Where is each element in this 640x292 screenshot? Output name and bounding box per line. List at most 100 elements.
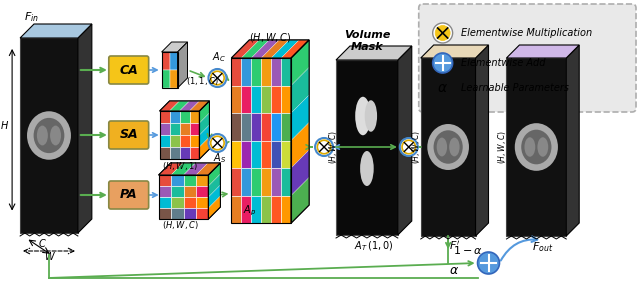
Polygon shape — [281, 196, 291, 223]
Polygon shape — [261, 196, 271, 223]
Circle shape — [400, 138, 418, 156]
Polygon shape — [20, 24, 92, 38]
Ellipse shape — [355, 97, 371, 135]
Polygon shape — [159, 208, 171, 219]
Polygon shape — [271, 58, 281, 86]
Polygon shape — [171, 186, 184, 197]
Polygon shape — [252, 196, 261, 223]
Text: $A_T\,(1,0)$: $A_T\,(1,0)$ — [354, 239, 394, 253]
Polygon shape — [189, 135, 200, 147]
Polygon shape — [180, 147, 189, 159]
Polygon shape — [420, 58, 476, 236]
Circle shape — [315, 138, 333, 156]
Polygon shape — [180, 135, 189, 147]
Polygon shape — [170, 52, 177, 70]
Polygon shape — [184, 186, 196, 197]
Text: H: H — [1, 121, 8, 131]
Polygon shape — [281, 58, 291, 86]
Text: Mask: Mask — [351, 42, 383, 52]
Ellipse shape — [515, 123, 558, 171]
Polygon shape — [261, 86, 271, 113]
Polygon shape — [398, 46, 412, 235]
Polygon shape — [271, 113, 281, 140]
Polygon shape — [232, 86, 241, 113]
Polygon shape — [506, 45, 579, 58]
Ellipse shape — [449, 138, 460, 157]
Polygon shape — [252, 168, 261, 196]
Polygon shape — [200, 125, 209, 147]
Polygon shape — [241, 113, 252, 140]
Polygon shape — [171, 208, 184, 219]
Polygon shape — [232, 40, 259, 58]
Polygon shape — [159, 147, 170, 159]
Polygon shape — [189, 123, 200, 135]
Polygon shape — [252, 58, 261, 86]
Polygon shape — [281, 86, 291, 113]
Polygon shape — [281, 40, 309, 58]
Polygon shape — [252, 40, 279, 58]
Polygon shape — [171, 175, 184, 186]
Polygon shape — [281, 168, 291, 196]
Polygon shape — [241, 58, 252, 86]
Polygon shape — [170, 111, 180, 123]
Polygon shape — [261, 40, 289, 58]
Circle shape — [209, 134, 227, 152]
Polygon shape — [189, 111, 200, 123]
Polygon shape — [336, 46, 412, 60]
Text: $A_p$: $A_p$ — [243, 204, 256, 218]
Polygon shape — [281, 113, 291, 140]
Polygon shape — [241, 168, 252, 196]
Text: $(H,W,C)$: $(H,W,C)$ — [162, 219, 198, 231]
FancyBboxPatch shape — [109, 181, 148, 209]
Polygon shape — [336, 60, 398, 235]
Text: $(H,W,C)$: $(H,W,C)$ — [495, 130, 508, 164]
Polygon shape — [159, 175, 171, 186]
Polygon shape — [241, 140, 252, 168]
Ellipse shape — [538, 137, 548, 157]
Polygon shape — [252, 86, 261, 113]
Polygon shape — [291, 150, 309, 196]
Polygon shape — [170, 123, 180, 135]
FancyBboxPatch shape — [419, 4, 636, 112]
Polygon shape — [180, 111, 189, 123]
Text: $(H,W,1)$: $(H,W,1)$ — [162, 160, 198, 172]
Polygon shape — [184, 208, 196, 219]
Polygon shape — [252, 140, 261, 168]
Ellipse shape — [50, 126, 61, 145]
Polygon shape — [196, 175, 209, 186]
Polygon shape — [159, 101, 180, 111]
Polygon shape — [261, 58, 271, 86]
FancyBboxPatch shape — [109, 121, 148, 149]
Polygon shape — [241, 196, 252, 223]
Text: $F'$: $F'$ — [449, 239, 460, 252]
Polygon shape — [189, 101, 209, 111]
Text: $A_S$: $A_S$ — [212, 151, 226, 165]
Ellipse shape — [433, 130, 463, 164]
Text: $F_{out}$: $F_{out}$ — [532, 240, 553, 254]
Text: $A_C$: $A_C$ — [212, 50, 227, 64]
Polygon shape — [177, 42, 188, 88]
Polygon shape — [209, 163, 220, 219]
Text: CA: CA — [119, 63, 138, 77]
Ellipse shape — [27, 111, 71, 160]
Circle shape — [477, 252, 499, 274]
Text: SA: SA — [120, 128, 138, 142]
Polygon shape — [506, 58, 566, 236]
Text: $\alpha$: $\alpha$ — [437, 81, 448, 95]
Polygon shape — [159, 163, 183, 175]
Polygon shape — [78, 24, 92, 233]
Polygon shape — [159, 135, 170, 147]
Circle shape — [435, 25, 450, 41]
Polygon shape — [159, 197, 171, 208]
Polygon shape — [476, 45, 488, 236]
Text: $(H,W,C)$: $(H,W,C)$ — [327, 131, 339, 164]
Polygon shape — [420, 45, 488, 58]
Polygon shape — [184, 197, 196, 208]
Ellipse shape — [428, 124, 469, 170]
Polygon shape — [159, 123, 170, 135]
Polygon shape — [291, 178, 309, 223]
Text: $(H,W,C)$: $(H,W,C)$ — [249, 30, 291, 44]
Polygon shape — [271, 140, 281, 168]
Polygon shape — [200, 101, 209, 123]
Polygon shape — [162, 42, 188, 52]
